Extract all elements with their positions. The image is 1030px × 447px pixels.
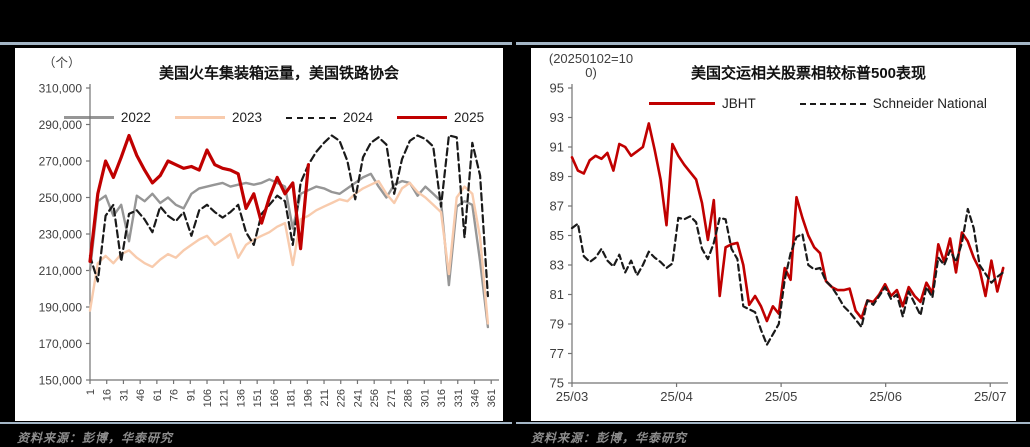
y-tick-label: 87	[550, 199, 564, 214]
y-tick-label: 93	[550, 110, 564, 125]
chart-legend: 2022 2023 2024 2025	[15, 110, 503, 125]
legend-label: 2025	[454, 110, 485, 125]
x-tick-label: 271	[386, 389, 398, 407]
y-tick-label: 81	[550, 287, 564, 302]
rail-volume-card: （个） 美国火车集装箱运量，美国铁路协会 2022 2023 2024 2025 31…	[15, 48, 503, 421]
y-tick-label: 310,000	[39, 82, 83, 96]
legend-item-0: 2022	[63, 110, 151, 125]
y-tick-label: 190,000	[39, 301, 83, 315]
y-tick-label: 230,000	[39, 228, 83, 242]
x-tick-label: 286	[403, 389, 415, 407]
transport-stocks-panel: (20250102=100) 美国交运相关股票相较标普500表现 JBHT Sch…	[516, 0, 1030, 447]
legend-label: Schneider National	[872, 96, 987, 111]
x-tick-label: 61	[152, 389, 164, 401]
x-tick-label: 301	[419, 389, 431, 407]
y-tick-label: 290,000	[39, 118, 83, 132]
x-tick-label: 196	[302, 389, 314, 407]
rail-volume-panel: （个） 美国火车集装箱运量，美国铁路协会 2022 2023 2024 2025 31…	[0, 0, 512, 447]
x-tick-label: 256	[369, 389, 381, 407]
legend-item-1: 2023	[174, 110, 262, 125]
legend-label: 2024	[343, 110, 374, 125]
y-tick-label: 85	[550, 228, 564, 243]
x-tick-label: 1	[85, 389, 97, 395]
panel-top-rule	[516, 42, 1030, 45]
source-note: 资料来源：彭博，华泰研究	[17, 431, 174, 445]
y-tick-label: 75	[550, 376, 564, 391]
series-line-2022	[88, 172, 490, 329]
x-tick-label: 91	[185, 389, 197, 401]
legend-line-sample	[397, 116, 448, 119]
legend-dashed-line-sample	[799, 102, 866, 105]
x-tick-label: 25/05	[765, 389, 798, 404]
x-tick-label: 25/04	[660, 389, 693, 404]
legend-label: JBHT	[722, 96, 756, 111]
legend-line-sample	[649, 102, 715, 105]
y-axis-unit-label: (20250102=100)	[548, 51, 634, 80]
y-axis-unit-label: （个）	[43, 56, 81, 70]
legend-item-2: 2024	[286, 110, 373, 125]
chart-title: 美国火车集装箱运量，美国铁路协会	[158, 65, 399, 82]
x-tick-label: 31	[118, 389, 130, 401]
series-line-2024	[88, 134, 489, 298]
legend-line-sample	[63, 116, 114, 119]
y-tick-label: 170,000	[39, 337, 83, 351]
series-line-2025	[88, 133, 310, 263]
x-tick-label: 136	[235, 389, 247, 407]
x-tick-label: 76	[169, 389, 181, 401]
y-tick-label: 150,000	[39, 374, 83, 388]
x-tick-label: 151	[252, 389, 264, 407]
legend-line-sample	[174, 116, 225, 119]
rail-volume-chart: 310,000 290,000 270,000 250,000 230,000 210,0…	[39, 82, 499, 407]
y-tick-label: 91	[550, 140, 564, 155]
panel-bottom-rule	[0, 422, 512, 424]
panel-bottom-rule	[516, 422, 1030, 424]
legend-item-0: JBHT	[649, 96, 756, 111]
x-tick-label: 166	[269, 389, 281, 407]
x-tick-label: 316	[436, 389, 448, 407]
series-line-2023	[88, 179, 490, 325]
y-tick-label: 95	[550, 81, 564, 96]
chart-title: 美国交运相关股票相较标普500表现	[690, 65, 927, 82]
y-tick-label: 210,000	[39, 264, 83, 278]
legend-item-1: Schneider National	[799, 96, 987, 111]
source-note: 资料来源：彭博，华泰研究	[531, 431, 688, 445]
y-tick-label: 79	[550, 317, 564, 332]
y-tick-label: 83	[550, 258, 564, 273]
x-tick-label: 331	[453, 389, 465, 407]
series-line-schneider-national	[570, 207, 1005, 346]
x-tick-label: 16	[102, 389, 114, 401]
x-tick-label: 226	[336, 389, 348, 407]
x-tick-label: 25/06	[869, 389, 902, 404]
x-tick-label: 25/07	[974, 389, 1007, 404]
legend-label: 2023	[231, 110, 262, 125]
series-line-jbht	[570, 122, 1005, 323]
x-tick-label: 346	[469, 389, 481, 407]
transport-stocks-card: (20250102=100) 美国交运相关股票相较标普500表现 JBHT Sch…	[531, 48, 1016, 421]
y-tick-label: 77	[550, 346, 564, 361]
y-tick-label: 250,000	[39, 191, 83, 205]
legend-item-3: 2025	[397, 110, 484, 125]
x-tick-label: 361	[486, 389, 498, 407]
x-tick-label: 25/03	[556, 389, 589, 404]
legend-dashed-line-sample	[286, 116, 336, 119]
x-tick-label: 181	[286, 389, 298, 407]
x-tick-label: 211	[319, 389, 331, 407]
legend-label: 2022	[120, 110, 151, 125]
chart-legend: JBHT Schneider National	[649, 96, 987, 111]
panel-top-rule	[0, 42, 512, 45]
x-tick-label: 106	[202, 389, 214, 407]
y-tick-label: 89	[550, 169, 564, 184]
y-tick-label: 270,000	[39, 155, 83, 169]
x-tick-label: 121	[219, 389, 231, 407]
x-tick-label: 46	[135, 389, 147, 401]
x-tick-label: 241	[352, 389, 364, 407]
